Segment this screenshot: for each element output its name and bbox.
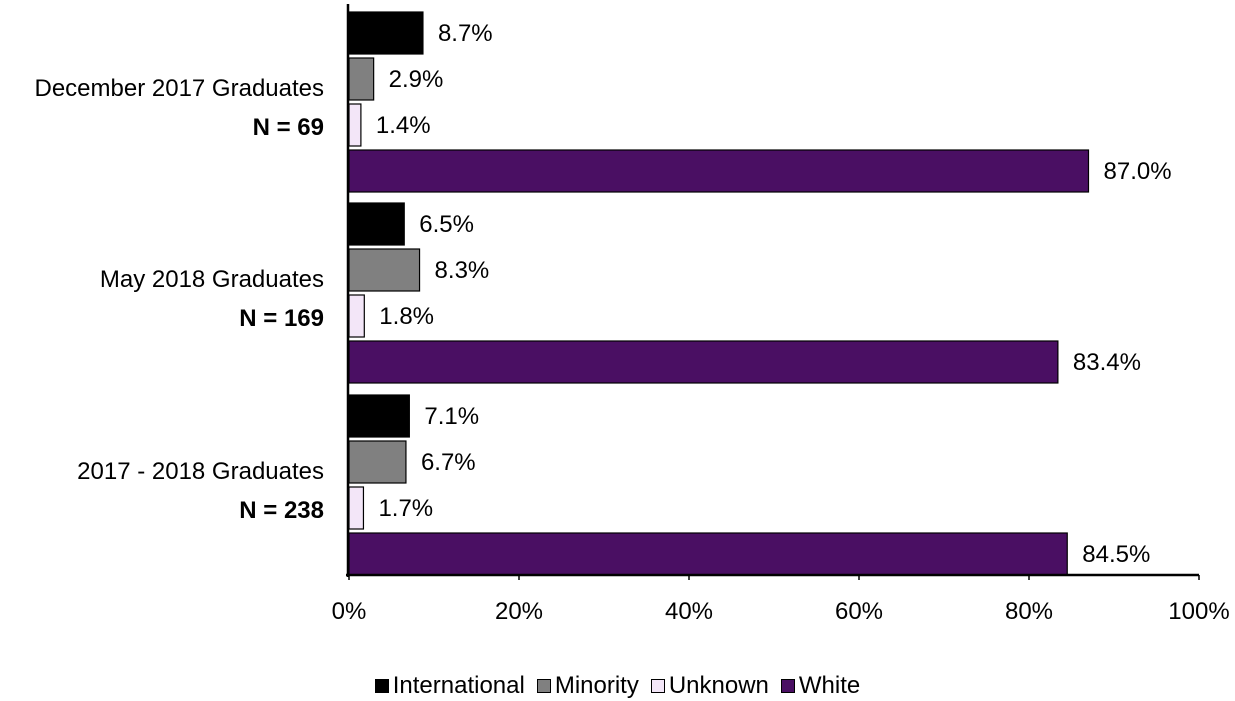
value-label-minority: 8.3% bbox=[435, 257, 490, 284]
legend-item-unknown: Unknown bbox=[650, 672, 769, 700]
bar-unknown bbox=[348, 294, 365, 338]
value-label-international: 7.1% bbox=[424, 403, 479, 430]
category-label: December 2017 Graduates bbox=[35, 75, 325, 102]
value-label-unknown: 1.7% bbox=[378, 495, 433, 522]
bar-unknown bbox=[348, 103, 362, 147]
value-label-unknown: 1.8% bbox=[379, 303, 434, 330]
bar-international bbox=[348, 202, 405, 246]
value-label-white: 87.0% bbox=[1104, 158, 1172, 185]
category-label: 2017 - 2018 Graduates bbox=[77, 458, 324, 485]
chart: December 2017 Graduates N = 69 May 2018 Gr… bbox=[35, 4, 1230, 625]
x-axis-ticks: 0% 20% 40% 60% 80% 100% bbox=[332, 575, 1230, 625]
bar-unknown bbox=[348, 486, 365, 530]
bar-international bbox=[348, 394, 410, 438]
category-n-label: N = 69 bbox=[253, 114, 324, 141]
legend-item-international: International bbox=[374, 672, 525, 700]
legend-label-international: International bbox=[392, 672, 525, 699]
bar-white bbox=[348, 340, 1059, 384]
x-tick-label: 20% bbox=[495, 598, 543, 625]
value-label-minority: 2.9% bbox=[389, 66, 444, 93]
category-labels: December 2017 Graduates N = 69 May 2018 Gr… bbox=[35, 75, 325, 524]
category-n-label: N = 169 bbox=[239, 305, 324, 332]
x-tick-label: 80% bbox=[1005, 598, 1053, 625]
legend-label-unknown: Unknown bbox=[668, 672, 769, 699]
value-label-white: 84.5% bbox=[1082, 541, 1150, 568]
bar-white bbox=[348, 532, 1068, 576]
bar-minority bbox=[348, 440, 407, 484]
legend-swatch-unknown bbox=[650, 679, 665, 693]
x-tick-label: 40% bbox=[665, 598, 713, 625]
value-label-international: 6.5% bbox=[419, 211, 474, 238]
value-labels: 8.7% 2.9% 1.4% 87.0% 6.5% 8.3%1.8% 83.4% 7.1% 6.… bbox=[376, 20, 1172, 568]
x-tick-label: 100% bbox=[1168, 598, 1229, 625]
legend-label-minority: Minority bbox=[554, 672, 639, 699]
legend-item-white: White bbox=[780, 672, 861, 700]
x-tick-label: 0% bbox=[332, 598, 367, 625]
category-label: May 2018 Graduates bbox=[100, 266, 324, 293]
x-tick-label: 60% bbox=[835, 598, 883, 625]
bars bbox=[348, 11, 1090, 576]
legend-swatch-minority bbox=[536, 679, 551, 693]
bar-international bbox=[348, 11, 424, 55]
legend-label-white: White bbox=[798, 672, 861, 699]
category-n-label: N = 238 bbox=[239, 497, 324, 524]
bar-minority bbox=[348, 248, 421, 292]
value-label-international: 8.7% bbox=[438, 20, 493, 47]
legend-swatch-white bbox=[780, 679, 795, 693]
legend: International Minority Unknown White bbox=[0, 672, 1235, 700]
value-label-minority: 6.7% bbox=[421, 449, 476, 476]
bar-minority bbox=[348, 57, 375, 101]
legend-item-minority: Minority bbox=[536, 672, 639, 700]
value-label-white: 83.4% bbox=[1073, 349, 1141, 376]
bar-white bbox=[348, 149, 1090, 193]
legend-swatch-international bbox=[374, 679, 389, 693]
value-label-unknown: 1.4% bbox=[376, 112, 431, 139]
